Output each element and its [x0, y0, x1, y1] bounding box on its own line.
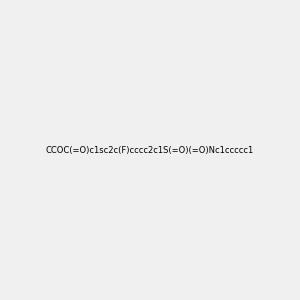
Text: CCOC(=O)c1sc2c(F)cccc2c1S(=O)(=O)Nc1ccccc1: CCOC(=O)c1sc2c(F)cccc2c1S(=O)(=O)Nc1cccc… [46, 146, 254, 154]
